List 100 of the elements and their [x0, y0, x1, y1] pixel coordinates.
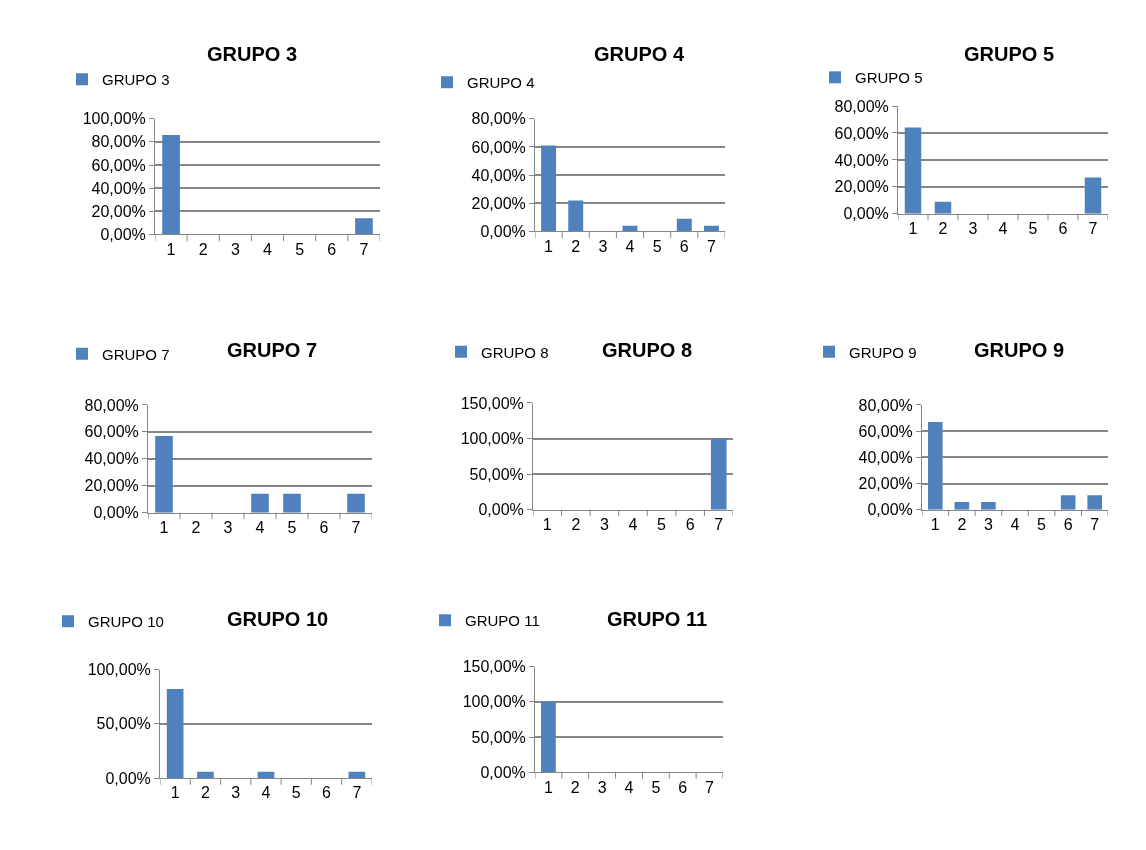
x-tick-label: 6 — [319, 518, 329, 536]
y-tick-label: 40,00% — [834, 151, 889, 169]
chart-title: GRUPO 4 — [594, 43, 685, 65]
y-tick-label: 0,00% — [843, 205, 889, 223]
x-tick-label: 1 — [544, 237, 554, 255]
x-tick-label: 1 — [908, 220, 918, 237]
legend-label: GRUPO 9 — [849, 343, 917, 361]
legend-label: GRUPO 4 — [467, 74, 535, 92]
y-tick-label: 20,00% — [471, 194, 526, 212]
x-tick-label: 7 — [359, 240, 369, 258]
chart-title: GRUPO 5 — [964, 43, 1055, 65]
x-tick-label: 2 — [198, 240, 208, 258]
y-tick-label: 80,00% — [471, 110, 526, 128]
y-tick-label: 0,00% — [480, 764, 526, 781]
x-tick-label: 6 — [679, 237, 689, 255]
x-tick-label: 7 — [1088, 220, 1098, 237]
x-tick-label: 3 — [968, 220, 978, 237]
x-tick-label: 1 — [930, 515, 940, 533]
y-tick-label: 60,00% — [834, 124, 889, 142]
x-tick-label: 3 — [230, 240, 240, 258]
chart-title: GRUPO 10 — [227, 608, 329, 630]
y-tick-label: 60,00% — [91, 156, 146, 174]
x-tick-label: 5 — [291, 784, 301, 802]
legend-label: GRUPO 3 — [102, 71, 170, 89]
y-tick-label: 0,00% — [93, 504, 139, 522]
y-tick-label: 0,00% — [478, 501, 524, 519]
bar — [541, 145, 557, 232]
chart-title: GRUPO 3 — [207, 43, 298, 65]
x-tick-label: 5 — [295, 240, 305, 258]
x-tick-label: 3 — [597, 778, 607, 796]
y-tick-label: 80,00% — [84, 396, 139, 414]
y-tick-label: 20,00% — [84, 477, 139, 495]
x-tick-label: 1 — [166, 240, 176, 258]
bar — [927, 421, 943, 510]
x-tick-label: 1 — [543, 778, 553, 796]
y-tick-label: 50,00% — [469, 465, 524, 483]
x-tick-label: 5 — [1028, 220, 1038, 237]
x-tick-label: 4 — [1010, 515, 1020, 533]
x-tick-label: 6 — [322, 784, 332, 802]
bar — [981, 501, 996, 510]
x-tick-label: 6 — [327, 240, 337, 258]
chart-title: GRUPO 11 — [607, 608, 708, 630]
x-tick-label: 1 — [542, 515, 552, 533]
y-tick-label: 60,00% — [858, 422, 913, 440]
x-tick-label: 3 — [983, 515, 993, 533]
chart-title: GRUPO 7 — [227, 339, 318, 361]
x-tick-label: 1 — [170, 784, 180, 802]
y-tick-label: 50,00% — [471, 728, 526, 746]
y-tick-label: 60,00% — [471, 138, 526, 156]
y-tick-label: 0,00% — [480, 223, 526, 241]
y-tick-label: 40,00% — [471, 166, 526, 184]
x-tick-label: 4 — [263, 240, 273, 258]
x-tick-label: 4 — [998, 220, 1008, 237]
x-tick-label: 1 — [159, 518, 169, 536]
x-tick-label: 5 — [651, 778, 661, 796]
y-tick-label: 20,00% — [858, 475, 913, 493]
x-tick-label: 3 — [231, 784, 241, 802]
x-tick-label: 6 — [1058, 220, 1068, 237]
x-tick-label: 2 — [191, 518, 201, 536]
x-tick-label: 5 — [1037, 515, 1047, 533]
y-tick-label: 0,00% — [100, 225, 146, 243]
x-tick-label: 5 — [657, 515, 667, 533]
y-tick-label: 20,00% — [91, 202, 146, 220]
y-tick-label: 100,00% — [82, 110, 146, 128]
x-tick-label: 2 — [938, 220, 948, 237]
y-tick-label: 150,00% — [460, 394, 524, 412]
x-tick-label: 7 — [714, 515, 724, 533]
bar — [568, 200, 584, 232]
y-tick-label: 100,00% — [460, 430, 524, 448]
x-tick-label: 4 — [261, 784, 271, 802]
x-tick-label: 5 — [652, 237, 662, 255]
x-tick-label: 4 — [625, 237, 635, 255]
y-tick-label: 40,00% — [91, 179, 146, 197]
x-tick-label: 2 — [200, 784, 210, 802]
x-tick-label: 4 — [628, 515, 638, 533]
y-tick-label: 40,00% — [858, 448, 913, 466]
x-tick-label: 3 — [599, 515, 609, 533]
x-tick-label: 4 — [624, 778, 634, 796]
y-tick-label: 50,00% — [96, 715, 151, 733]
x-tick-label: 2 — [571, 515, 581, 533]
bar — [676, 218, 692, 232]
y-tick-label: 0,00% — [105, 769, 151, 787]
bar — [904, 127, 922, 214]
y-tick-label: 150,00% — [462, 658, 526, 676]
y-tick-label: 20,00% — [834, 178, 889, 196]
x-tick-label: 7 — [352, 784, 362, 802]
y-tick-label: 100,00% — [87, 661, 151, 679]
legend-label: GRUPO 5 — [855, 69, 923, 87]
x-tick-label: 3 — [598, 237, 608, 255]
y-tick-label: 60,00% — [84, 423, 139, 441]
x-tick-label: 6 — [1063, 515, 1073, 533]
bar — [1060, 495, 1076, 510]
chart-title: GRUPO 9 — [974, 339, 1065, 361]
bar — [1084, 177, 1102, 214]
x-tick-label: 4 — [255, 518, 265, 536]
legend-label: GRUPO 8 — [481, 343, 549, 361]
x-tick-label: 7 — [706, 237, 716, 255]
x-tick-label: 2 — [571, 237, 581, 255]
bar — [1087, 495, 1103, 510]
x-tick-label: 6 — [685, 515, 695, 533]
